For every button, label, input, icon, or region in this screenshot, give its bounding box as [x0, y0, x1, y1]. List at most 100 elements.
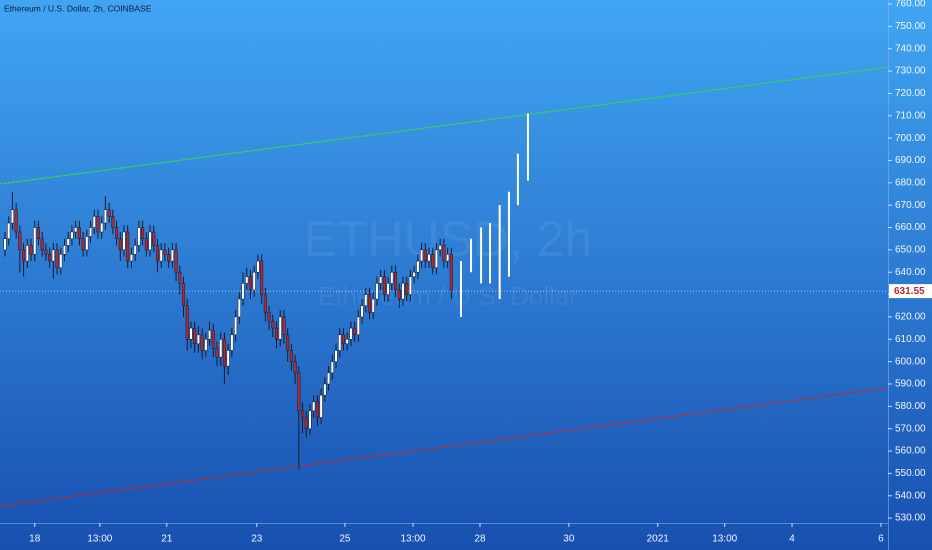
candle-body	[152, 231, 156, 246]
x-tick-label: 30	[563, 534, 575, 545]
candle-body	[211, 330, 215, 349]
candle-body	[304, 417, 308, 429]
candle-body	[241, 283, 245, 300]
candle-body	[274, 327, 279, 340]
y-tick-label: 640.00	[895, 267, 926, 278]
candle-body	[397, 289, 401, 300]
last-price-box	[889, 284, 932, 299]
candle-body	[174, 249, 178, 273]
candle-body	[10, 209, 14, 224]
candle-body	[44, 249, 48, 255]
y-tick-label: 750.00	[895, 21, 926, 32]
candle-body	[382, 276, 386, 295]
candle-body	[315, 401, 319, 418]
candle-body	[260, 260, 264, 295]
candle-body	[434, 249, 438, 269]
candle-body	[341, 334, 346, 344]
candle-body	[196, 334, 200, 344]
candle-body	[405, 283, 409, 295]
candle-body	[349, 327, 353, 340]
candle-body	[338, 334, 342, 351]
candle-body	[115, 227, 119, 239]
y-tick-label: 560.00	[895, 446, 926, 457]
candle-body	[3, 238, 7, 251]
candle-body	[141, 227, 145, 239]
y-tick-label: 650.00	[895, 245, 926, 256]
candle-body	[29, 245, 33, 255]
candle-body	[416, 260, 420, 273]
candle-body	[308, 410, 312, 429]
y-tick-label: 540.00	[895, 490, 926, 501]
candle-body	[334, 350, 338, 362]
candle-body	[364, 294, 368, 307]
candle-body	[282, 316, 286, 336]
y-tick-label: 700.00	[895, 133, 926, 144]
y-tick-label: 580.00	[895, 401, 926, 412]
candle-body	[379, 276, 383, 284]
x-tick-label: 13:00	[401, 534, 426, 545]
y-tick-label: 530.00	[895, 513, 926, 524]
candle-body	[81, 238, 85, 251]
candle-body	[267, 312, 271, 322]
candle-body	[200, 334, 204, 351]
candle-body	[126, 231, 130, 262]
candle-body	[215, 347, 219, 358]
candle-body	[222, 339, 226, 367]
y-tick-label: 690.00	[895, 155, 926, 166]
y-tick-label: 680.00	[895, 177, 926, 188]
candle-body	[371, 298, 375, 313]
watermark-subtitle: Ethereum / U.S. Dollar	[318, 281, 578, 311]
candle-body	[401, 283, 405, 300]
candle-body	[189, 327, 193, 340]
candle-body	[234, 316, 238, 336]
x-tick-label: 18	[29, 534, 41, 545]
candle-body	[297, 372, 301, 412]
x-tick-label: 23	[251, 534, 263, 545]
trend-line	[0, 387, 889, 507]
candle-body	[55, 249, 59, 269]
candle-body	[286, 334, 290, 351]
candle-body	[25, 245, 29, 262]
y-tick-label: 760.00	[895, 0, 926, 10]
candle-body	[208, 330, 212, 340]
y-tick-label: 710.00	[895, 110, 926, 121]
candle-body	[256, 260, 260, 273]
candle-body	[230, 334, 234, 351]
candle-body	[181, 283, 186, 307]
candle-body	[271, 321, 275, 329]
candle-body	[245, 276, 249, 284]
candle-body	[289, 350, 293, 362]
x-tick-label: 21	[161, 534, 173, 545]
x-tick-label: 13:00	[712, 534, 737, 545]
candle-body	[40, 238, 44, 251]
candle-body	[66, 238, 70, 246]
y-tick-label: 740.00	[895, 43, 926, 54]
y-tick-label: 610.00	[895, 334, 926, 345]
y-tick-label: 590.00	[895, 379, 926, 390]
candle-body	[48, 254, 52, 262]
last-price-label: 631.55	[894, 286, 925, 297]
candle-body	[167, 254, 171, 262]
candle-body	[92, 216, 96, 228]
x-tick-label: 6	[878, 534, 884, 545]
candle-body	[51, 249, 55, 262]
candle-body	[7, 222, 11, 239]
candle-body	[449, 254, 453, 291]
y-tick-label: 660.00	[895, 222, 926, 233]
candle-body	[438, 245, 442, 251]
y-tick-label: 720.00	[895, 88, 926, 99]
candle-body	[185, 305, 189, 340]
y-tick-label: 600.00	[895, 356, 926, 367]
candle-body	[178, 271, 182, 284]
candle-body	[408, 276, 412, 295]
candle-body	[74, 227, 78, 233]
candle-body	[33, 227, 37, 255]
candle-body	[22, 249, 26, 262]
y-tick-label: 570.00	[895, 423, 926, 434]
candle-body	[293, 361, 297, 374]
candle-body	[77, 227, 81, 239]
candle-body	[248, 276, 253, 291]
candle-body	[111, 216, 115, 228]
candle-body	[386, 283, 390, 295]
